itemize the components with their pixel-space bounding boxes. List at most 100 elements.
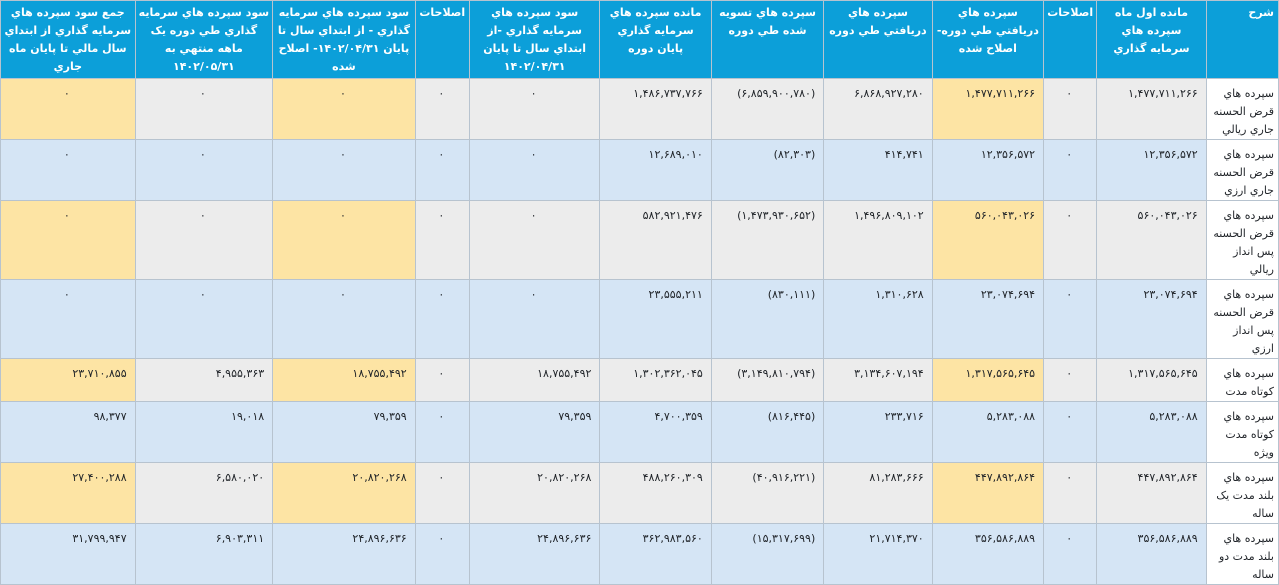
cell-description: سپرده هاي کوتاه مدت (1205, 358, 1279, 402)
cell-profit-ytd: ۰ (468, 200, 601, 280)
cell-profit-total: ۰ (0, 279, 136, 359)
cell-received: ۱,۳۱۰,۶۲۸ (823, 279, 933, 359)
table-row: سپرده هاي قرض الحسنه پس انداز ريالي ۵۶۰,… (0, 200, 1279, 280)
table-row: سپرده هاي بلند مدت دو ساله ۳۵۶,۵۸۶,۸۸۹ ۰… (0, 523, 1279, 585)
table-row: سپرده هاي قرض الحسنه پس انداز ارزي ۲۳,۰۷… (0, 279, 1279, 359)
cell-description: سپرده هاي قرض الحسنه جاري ارزي (1205, 139, 1279, 201)
cell-opening-balance: ۱,۳۱۷,۵۶۵,۶۴۵ (1096, 358, 1207, 402)
header-closing-balance[interactable]: مانده سپرده هاي سرمايه گذاري پايان دوره (599, 0, 712, 79)
cell-received-adjusted: ۱۲,۳۵۶,۵۷۲ (931, 139, 1045, 201)
cell-profit-total: ۰ (0, 139, 136, 201)
cell-profit-month: ۶,۵۸۰,۰۲۰ (134, 462, 274, 524)
cell-profit-month: ۰ (134, 78, 274, 140)
header-profit-ytd[interactable]: سود سپرده هاي سرمايه گذاري -از ابتداي سا… (468, 0, 601, 79)
cell-profit-ytd-adjusted: ۷۹,۳۵۹ (272, 401, 416, 463)
cell-opening-balance: ۲۳,۰۷۴,۶۹۴ (1096, 279, 1207, 359)
cell-opening-balance: ۵۶۰,۰۴۳,۰۲۶ (1096, 200, 1207, 280)
cell-settled: (۶,۸۵۹,۹۰۰,۷۸۰) (710, 78, 825, 140)
header-settled[interactable]: سپرده هاي تسويه شده طي دوره (710, 0, 825, 79)
header-description[interactable]: شرح (1205, 0, 1279, 79)
cell-profit-total: ۳۱,۷۹۹,۹۴۷ (0, 523, 136, 585)
header-profit-adjustments[interactable]: اصلاحات (414, 0, 470, 79)
cell-opening-balance: ۱۲,۳۵۶,۵۷۲ (1096, 139, 1207, 201)
header-received[interactable]: سپرده هاي دريافتي طي دوره (823, 0, 933, 79)
cell-profit-ytd-adjusted: ۰ (272, 279, 416, 359)
cell-profit-ytd: ۰ (468, 279, 601, 359)
cell-adjustments: ۰ (1043, 78, 1098, 140)
cell-adjustments: ۰ (1043, 462, 1098, 524)
cell-settled: (۸۲,۳۰۳) (710, 139, 825, 201)
cell-description: سپرده هاي بلند مدت دو ساله (1205, 523, 1279, 585)
cell-opening-balance: ۱,۴۷۷,۷۱۱,۲۶۶ (1096, 78, 1207, 140)
cell-profit-adjustments: ۰ (414, 358, 470, 402)
cell-closing-balance: ۴,۷۰۰,۳۵۹ (599, 401, 712, 463)
cell-profit-ytd-adjusted: ۰ (272, 200, 416, 280)
header-profit-month[interactable]: سود سپرده هاي سرمايه گذاري طي دوره يک ما… (134, 0, 274, 79)
cell-profit-ytd: ۲۰,۸۲۰,۲۶۸ (468, 462, 601, 524)
header-profit-total[interactable]: جمع سود سپرده هاي سرمايه گذاري از ابتداي… (0, 0, 136, 79)
cell-profit-adjustments: ۰ (414, 139, 470, 201)
cell-received: ۲۱,۷۱۴,۳۷۰ (823, 523, 933, 585)
table-row: سپرده هاي بلند مدت يک ساله ۴۴۷,۸۹۲,۸۶۴ ۰… (0, 462, 1279, 524)
cell-received: ۶,۸۶۸,۹۲۷,۲۸۰ (823, 78, 933, 140)
cell-received: ۲۳۳,۷۱۶ (823, 401, 933, 463)
cell-received-adjusted: ۵,۲۸۳,۰۸۸ (931, 401, 1045, 463)
cell-settled: (۸۱۶,۴۴۵) (710, 401, 825, 463)
cell-adjustments: ۰ (1043, 200, 1098, 280)
cell-closing-balance: ۱,۳۰۲,۳۶۲,۰۴۵ (599, 358, 712, 402)
cell-adjustments: ۰ (1043, 139, 1098, 201)
cell-closing-balance: ۱۲,۶۸۹,۰۱۰ (599, 139, 712, 201)
cell-description: سپرده هاي قرض الحسنه جاري ريالي (1205, 78, 1279, 140)
cell-adjustments: ۰ (1043, 358, 1098, 402)
cell-profit-month: ۰ (134, 139, 274, 201)
header-profit-ytd-adjusted[interactable]: سود سپرده هاي سرمايه گذاري - از ابتداي س… (272, 0, 416, 79)
cell-description: سپرده هاي بلند مدت يک ساله (1205, 462, 1279, 524)
header-adjustments[interactable]: اصلاحات (1043, 0, 1098, 79)
cell-settled: (۳,۱۴۹,۸۱۰,۷۹۴) (710, 358, 825, 402)
cell-profit-ytd: ۷۹,۳۵۹ (468, 401, 601, 463)
cell-profit-month: ۴,۹۵۵,۳۶۳ (134, 358, 274, 402)
cell-profit-adjustments: ۰ (414, 78, 470, 140)
cell-opening-balance: ۳۵۶,۵۸۶,۸۸۹ (1096, 523, 1207, 585)
cell-closing-balance: ۲۳,۵۵۵,۲۱۱ (599, 279, 712, 359)
cell-adjustments: ۰ (1043, 279, 1098, 359)
cell-received: ۱,۴۹۶,۸۰۹,۱۰۲ (823, 200, 933, 280)
header-received-adjusted[interactable]: سپرده هاي دريافتي طي دوره- اصلاح شده (931, 0, 1045, 79)
cell-received: ۸۱,۲۸۳,۶۶۶ (823, 462, 933, 524)
cell-settled: (۱۵,۳۱۷,۶۹۹) (710, 523, 825, 585)
cell-profit-total: ۹۸,۳۷۷ (0, 401, 136, 463)
cell-received-adjusted: ۳۵۶,۵۸۶,۸۸۹ (931, 523, 1045, 585)
cell-profit-total: ۲۳,۷۱۰,۸۵۵ (0, 358, 136, 402)
cell-adjustments: ۰ (1043, 523, 1098, 585)
cell-received-adjusted: ۱,۴۷۷,۷۱۱,۲۶۶ (931, 78, 1045, 140)
cell-profit-ytd: ۰ (468, 139, 601, 201)
cell-adjustments: ۰ (1043, 401, 1098, 463)
cell-profit-adjustments: ۰ (414, 279, 470, 359)
cell-settled: (۱,۴۷۳,۹۳۰,۶۵۲) (710, 200, 825, 280)
cell-profit-adjustments: ۰ (414, 200, 470, 280)
cell-received-adjusted: ۲۳,۰۷۴,۶۹۴ (931, 279, 1045, 359)
cell-received-adjusted: ۱,۳۱۷,۵۶۵,۶۴۵ (931, 358, 1045, 402)
cell-received-adjusted: ۵۶۰,۰۴۳,۰۲۶ (931, 200, 1045, 280)
header-opening-balance[interactable]: مانده اول ماه سپرده هاي سرمايه گذاري (1096, 0, 1207, 79)
cell-received: ۳,۱۳۴,۶۰۷,۱۹۴ (823, 358, 933, 402)
cell-profit-ytd-adjusted: ۰ (272, 139, 416, 201)
cell-description: سپرده هاي قرض الحسنه پس انداز ارزي (1205, 279, 1279, 359)
table-header: شرح مانده اول ماه سپرده هاي سرمايه گذاري… (0, 0, 1279, 79)
cell-profit-adjustments: ۰ (414, 401, 470, 463)
cell-profit-month: ۶,۹۰۳,۳۱۱ (134, 523, 274, 585)
cell-closing-balance: ۱,۴۸۶,۷۳۷,۷۶۶ (599, 78, 712, 140)
cell-profit-ytd-adjusted: ۲۴,۸۹۶,۶۳۶ (272, 523, 416, 585)
cell-profit-adjustments: ۰ (414, 523, 470, 585)
cell-description: سپرده هاي قرض الحسنه پس انداز ريالي (1205, 200, 1279, 280)
cell-profit-ytd: ۰ (468, 78, 601, 140)
cell-profit-total: ۰ (0, 78, 136, 140)
cell-profit-ytd-adjusted: ۱۸,۷۵۵,۴۹۲ (272, 358, 416, 402)
cell-profit-month: ۱۹,۰۱۸ (134, 401, 274, 463)
cell-profit-total: ۰ (0, 200, 136, 280)
cell-profit-ytd: ۲۴,۸۹۶,۶۳۶ (468, 523, 601, 585)
cell-closing-balance: ۵۸۲,۹۲۱,۴۷۶ (599, 200, 712, 280)
table-body: سپرده هاي قرض الحسنه جاري ريالي ۱,۴۷۷,۷۱… (0, 78, 1279, 585)
table-row: سپرده هاي کوتاه مدت ويژه ۵,۲۸۳,۰۸۸ ۰ ۵,۲… (0, 401, 1279, 463)
cell-profit-ytd: ۱۸,۷۵۵,۴۹۲ (468, 358, 601, 402)
